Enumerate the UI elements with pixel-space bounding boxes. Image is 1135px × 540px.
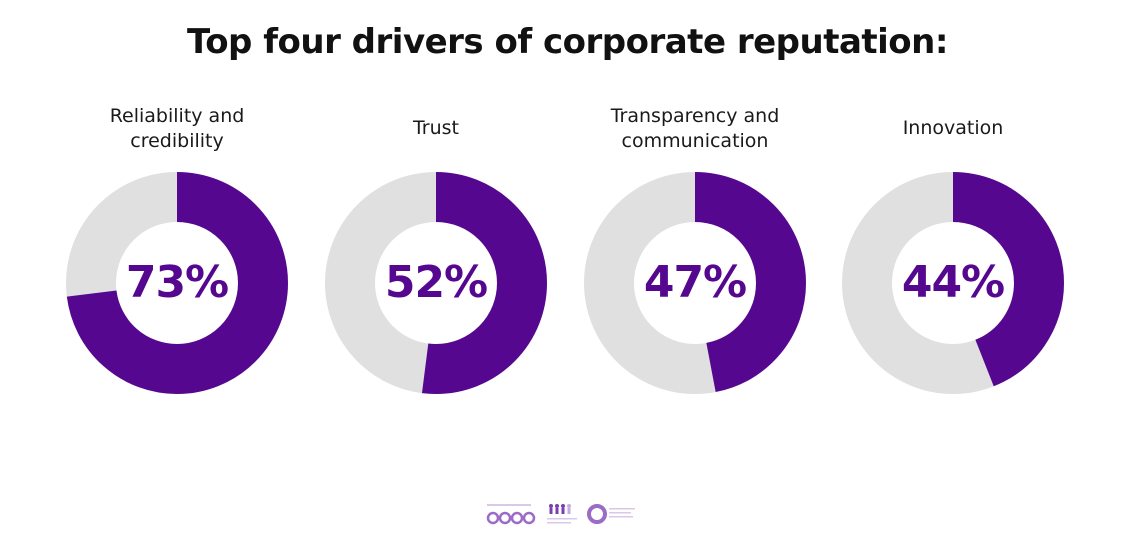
percent-label: 52%	[385, 257, 487, 308]
donut-chart-innovation: 44%	[842, 172, 1064, 394]
donut-row-thumbnail-icon	[486, 504, 536, 525]
driver-label-innovation: Innovation	[843, 116, 1063, 141]
driver-label-line: Trust	[412, 117, 459, 139]
driver-label-line: Innovation	[902, 117, 1004, 139]
driver-label-line: communication	[621, 130, 769, 152]
people-figures-thumbnail-icon	[547, 504, 577, 524]
donut-filled-segment	[325, 172, 547, 394]
percent-label: 47%	[644, 257, 746, 308]
driver-label-transparency: Transparency and communication	[585, 104, 805, 154]
donut-chart-transparency: 47%	[584, 172, 806, 394]
footer-logos	[486, 504, 635, 525]
percent-label: 73%	[126, 257, 228, 308]
chart-title: Top four drivers of corporate reputation…	[187, 22, 948, 62]
driver-label-line: Reliability and	[109, 105, 245, 127]
driver-label-line: Transparency and	[610, 105, 780, 127]
percent-label: 44%	[902, 257, 1004, 308]
driver-label-line: credibility	[130, 130, 224, 152]
donut-chart-trust: 52%	[325, 172, 547, 394]
donut-filled-segment	[66, 172, 288, 394]
donut-filled-segment	[584, 172, 806, 394]
donut-chart-reliability: 73%	[66, 172, 288, 394]
driver-label-trust: Trust	[326, 116, 546, 141]
circle-logo-icon	[587, 504, 635, 524]
driver-label-reliability: Reliability and credibility	[67, 104, 287, 154]
donut-filled-segment	[842, 172, 1064, 394]
